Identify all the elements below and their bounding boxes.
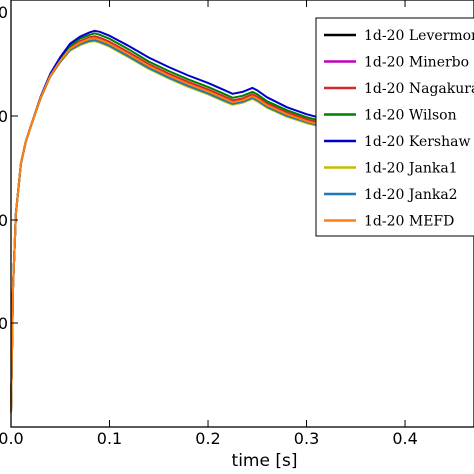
y-tick-label-top: 0 (0, 3, 8, 22)
plot-frame (10, 0, 474, 428)
x-tick-label-4: 0.4 (392, 429, 417, 448)
ticks-layer: 0.0 0.1 0.2 0.3 0.4 0 0 0 0 (0, 0, 418, 448)
legend: 1d-20 Levermore 1d-20 Minerbo 1d-20 Nagaku… (315, 17, 474, 237)
x-axis-label: time [s] (232, 451, 298, 471)
legend-label-5: 1d-20 Janka1 (364, 161, 458, 177)
x-tick-label-1: 0.1 (97, 429, 122, 448)
legend-label-1: 1d-20 Minerbo (364, 55, 469, 71)
legend-label-0: 1d-20 Levermore (364, 28, 474, 44)
legend-label-6: 1d-20 Janka2 (364, 187, 458, 203)
legend-label-3: 1d-20 Wilson (364, 108, 457, 124)
legend-label-2: 1d-20 Nagakura (364, 81, 474, 97)
legend-label-4: 1d-20 Kershaw (364, 134, 470, 150)
y-tick-label-1: 0 (0, 211, 8, 230)
x-tick-label-0: 0.0 (0, 429, 24, 448)
series-line-7 (10, 37, 474, 413)
y-tick-label-2: 0 (0, 314, 8, 333)
series-layer (10, 29, 474, 413)
legend-label-7: 1d-20 MEFD (364, 214, 454, 230)
x-tick-label-2: 0.2 (195, 429, 220, 448)
x-tick-label-3: 0.3 (294, 429, 319, 448)
legend-box (315, 17, 474, 237)
y-tick-label-0: 0 (0, 107, 8, 126)
